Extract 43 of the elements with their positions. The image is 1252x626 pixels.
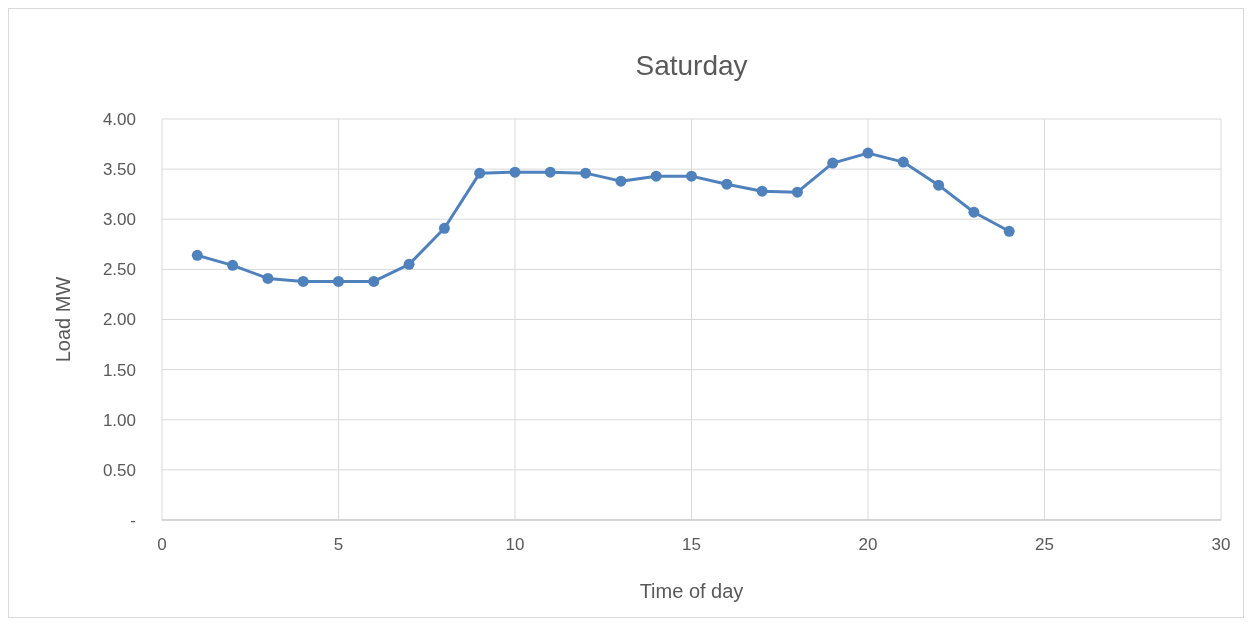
x-tick-label: 5 (333, 535, 344, 554)
point (509, 166, 521, 178)
y-tick-label: 0.50 (102, 460, 136, 480)
point (368, 275, 380, 287)
y-tick-label: 1.50 (102, 360, 136, 380)
x-tick-label: 20 (858, 535, 878, 554)
point (262, 272, 274, 284)
point (333, 275, 344, 287)
y-tick-label: 3.00 (102, 210, 136, 230)
point (933, 179, 945, 191)
y-tick-label: 3.50 (102, 160, 136, 180)
point (650, 170, 662, 182)
point (474, 167, 486, 179)
point (1003, 225, 1015, 237)
point (791, 186, 803, 198)
point (756, 185, 768, 197)
x-tick-label: 25 (1035, 535, 1054, 554)
point (862, 147, 874, 159)
point (438, 222, 450, 234)
y-tick-label: - (130, 510, 136, 530)
point (191, 249, 203, 261)
point (686, 170, 697, 182)
point (897, 156, 909, 168)
y-tick-label: 1.00 (102, 410, 136, 430)
point (615, 175, 627, 187)
point (968, 206, 980, 218)
y-tick-label: 2.50 (102, 260, 136, 280)
point (827, 157, 839, 169)
point (580, 167, 592, 179)
x-tick-label: 0 (157, 535, 167, 554)
y-axis-title: Load MW (52, 276, 74, 363)
y-tick-label: 2.00 (102, 310, 136, 330)
point (721, 178, 733, 190)
point (403, 258, 415, 270)
point (297, 275, 309, 287)
point (227, 259, 239, 271)
y-tick-label: 4.00 (102, 109, 136, 129)
point (544, 166, 556, 178)
x-tick-label: 30 (1211, 535, 1231, 554)
x-tick-label: 15 (682, 535, 701, 554)
x-axis-title: Time of day (639, 580, 744, 602)
chart-title: Saturday (635, 50, 748, 81)
x-tick-label: 10 (505, 535, 525, 554)
